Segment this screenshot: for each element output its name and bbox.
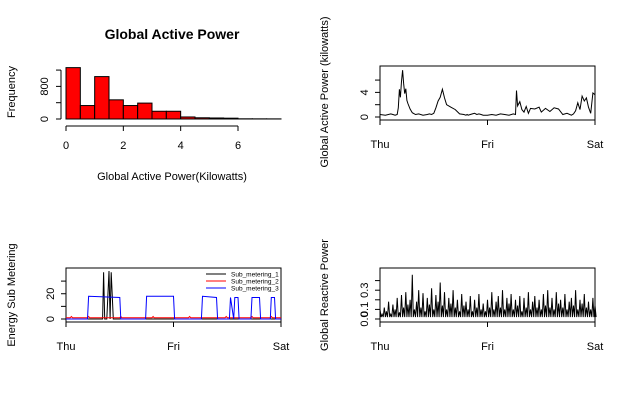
active-power-x-tick-label: Sat (587, 139, 604, 151)
histogram-x-tick-label: 4 (178, 140, 184, 152)
histogram-bar (165, 110, 182, 120)
legend-label: Sub_metering_2 (231, 279, 279, 286)
histogram-bar (137, 102, 153, 120)
reactive-power-y-tick-label: 0.0 (359, 311, 371, 326)
active-power-x-tick-label: Fri (481, 139, 494, 151)
sub-metering-y-tick-label: 20 (45, 288, 57, 300)
histogram-x-tick-label: 2 (120, 140, 126, 152)
active-power-marks: Thu Fri Sat 0 4 (359, 70, 603, 151)
sub-metering-series-line (66, 270, 281, 320)
reactive-power-panel: Global Reactive Power Thu Fri Sat 0.00.1 0.3 (319, 239, 603, 353)
histogram-bar (180, 116, 196, 120)
reactive-power-y-label: Global Reactive Power (319, 239, 331, 351)
active-power-x-tick-label: Thu (371, 139, 390, 151)
sub-metering-x-tick-label: Sat (273, 341, 290, 353)
sub-metering-marks: Thu Fri Sat 0 20 (45, 270, 290, 353)
histogram-bar (194, 117, 210, 120)
reactive-power-y-tick-label: 0.1 (359, 302, 371, 317)
reactive-power-y-tick-label: 0.3 (359, 283, 371, 298)
histogram-y-label: Frequency (6, 66, 18, 118)
histogram-bar (122, 105, 139, 120)
sub-metering-series-line (66, 315, 281, 319)
active-power-series-line (379, 70, 596, 116)
sub-metering-legend: Sub_metering_1Sub_metering_2Sub_metering… (206, 272, 279, 293)
histogram-y-tick-label: 800 (39, 77, 51, 95)
histogram-y-tick-label: 0 (39, 116, 51, 122)
sub-metering-panel: Energy Sub Metering Thu Fri Sat 0 20 Sub_met… (6, 243, 289, 353)
histogram-marks: 0 2 4 6 0 800 (39, 67, 282, 152)
sub-metering-x-tick-label: Thu (57, 341, 76, 353)
reactive-power-marks: Thu Fri Sat 0.00.1 0.3 (359, 274, 604, 353)
histogram-x-label: Global Active Power(Kilowatts) (97, 171, 247, 183)
active-power-panel: Global Active Power (kilowatts) Thu Fri Sa… (319, 17, 603, 168)
reactive-power-x-tick-label: Sat (587, 341, 604, 353)
active-power-y-tick-label: 4 (359, 89, 371, 95)
sub-metering-series-line (66, 295, 281, 320)
histogram-bar (108, 99, 124, 120)
sub-metering-x-tick-label: Fri (167, 341, 180, 353)
histogram-bar (208, 117, 225, 120)
legend-label: Sub_metering_1 (231, 272, 279, 279)
histogram-title: Global Active Power (105, 26, 240, 42)
histogram-bar (65, 67, 81, 120)
histogram-panel: Global Active Power Global Active Power(… (6, 26, 282, 183)
reactive-power-x-tick-label: Thu (371, 341, 390, 353)
legend-label: Sub_metering_3 (231, 286, 279, 293)
histogram-x-tick-label: 0 (63, 140, 69, 152)
histogram-bar (79, 105, 96, 120)
active-power-y-label: Global Active Power (kilowatts) (319, 17, 331, 168)
reactive-power-x-tick-label: Fri (481, 341, 494, 353)
histogram-x-tick-label: 6 (235, 140, 241, 152)
histogram-bar (223, 117, 239, 120)
sub-metering-y-tick-label: 0 (45, 316, 57, 322)
histogram-bar (151, 110, 167, 120)
reactive-power-series-line (379, 274, 597, 318)
histogram-bar (94, 76, 110, 120)
sub-metering-y-label: Energy Sub Metering (6, 243, 18, 346)
active-power-y-tick-label: 0 (359, 114, 371, 120)
